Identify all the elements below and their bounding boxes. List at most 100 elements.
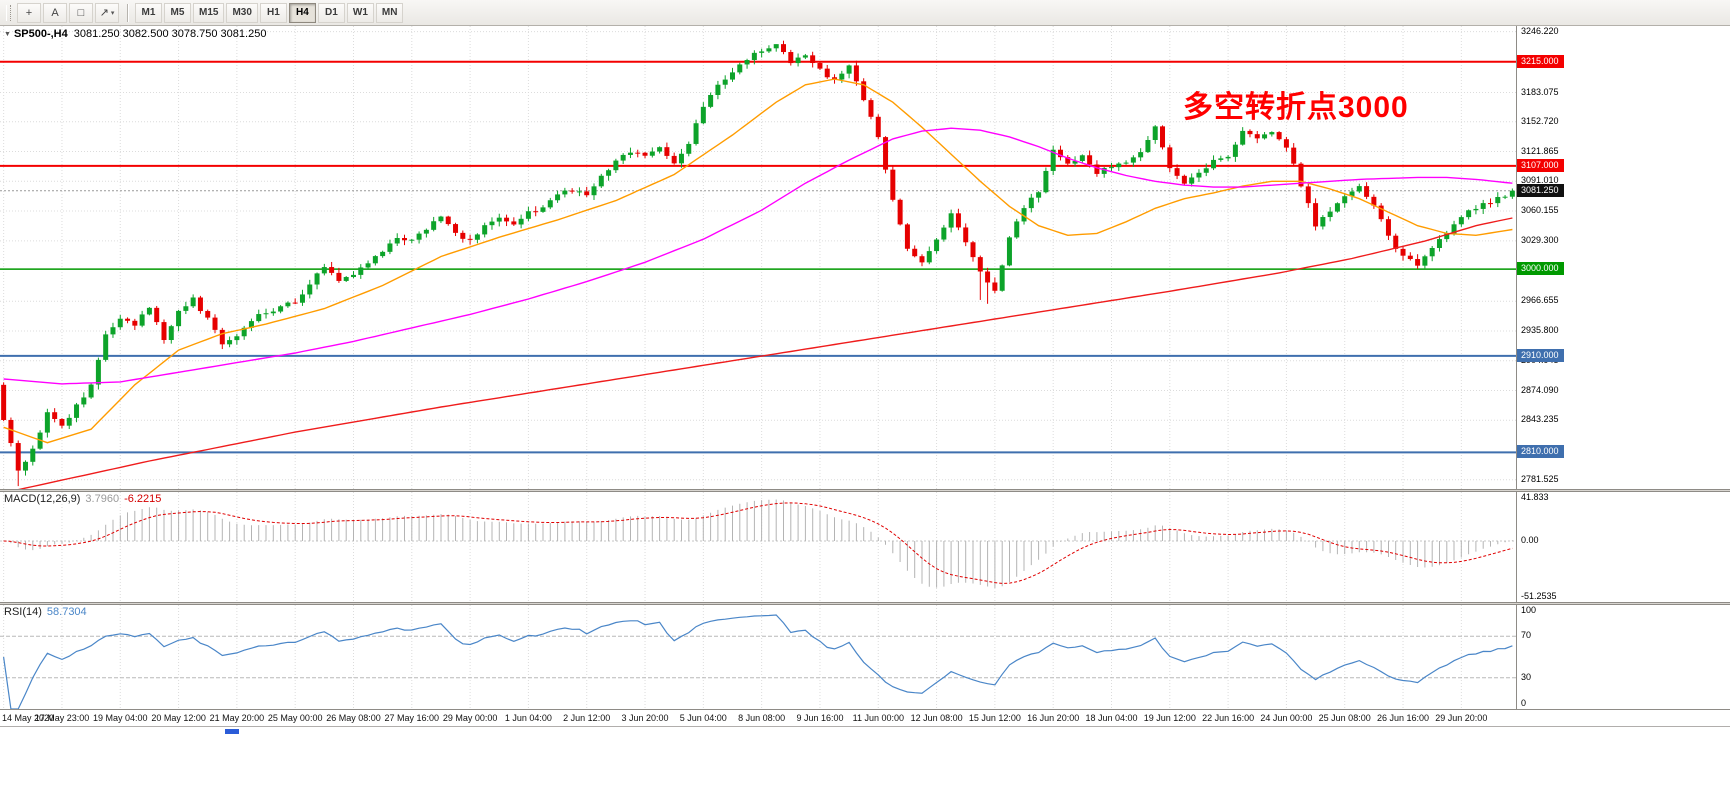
macd-tick-label: -51.2535 xyxy=(1521,590,1557,601)
line-studies-button[interactable]: ↗ ▾ xyxy=(95,2,119,23)
time-axis-label: 17 May 23:00 xyxy=(34,713,90,723)
macd-value: 3.7960 xyxy=(85,493,120,505)
rsi-tick-label: 70 xyxy=(1521,630,1532,641)
time-axis-label: 14 May 2020 xyxy=(2,713,55,723)
time-axis-label: 29 Jun 20:00 xyxy=(1435,713,1488,723)
time-axis-label: 2 Jun 12:00 xyxy=(563,713,611,723)
current-price-badge: 3081.250 xyxy=(1517,183,1564,197)
price-tick-label: 3246.220 xyxy=(1521,26,1559,36)
price-tick-label: 3091.010 xyxy=(1521,175,1559,186)
ma-fast-orange xyxy=(3,78,1513,444)
time-axis-label: 24 Jun 00:00 xyxy=(1260,713,1313,723)
macd-header: MACD(12,26,9) 3.7960 -6.2215 xyxy=(4,493,161,505)
price-tick-label: 3152.720 xyxy=(1521,115,1559,126)
macd-label: MACD(12,26,9) xyxy=(4,493,81,505)
time-axis-label: 5 Jun 04:00 xyxy=(679,713,727,723)
price-tick-label: 3060.155 xyxy=(1521,205,1559,216)
time-axis-label: 11 Jun 00:00 xyxy=(852,713,904,723)
time-axis-label: 20 May 12:00 xyxy=(151,713,206,723)
time-axis-label: 21 May 20:00 xyxy=(209,713,265,723)
toolbar-separator xyxy=(127,3,128,22)
price-level-badge: 2810.000 xyxy=(1517,445,1564,459)
rsi-tick-label: 100 xyxy=(1521,605,1537,615)
time-axis-label: 18 Jun 04:00 xyxy=(1085,713,1138,723)
symbol-label: SP500-,H4 xyxy=(13,28,68,40)
chart-dropdown-icon[interactable]: ▼ xyxy=(4,31,11,38)
price-tick-label: 3029.300 xyxy=(1521,234,1559,245)
crosshair-icon: + xyxy=(25,6,33,19)
price-tick-label: 2843.235 xyxy=(1521,414,1559,425)
bottom-strip xyxy=(0,726,1730,795)
timeframe-group: M1 M5 M15 M30 H1 H4 D1 W1 MN xyxy=(135,2,404,23)
timeframe-button-mn[interactable]: MN xyxy=(375,2,404,23)
text-label-button[interactable]: A xyxy=(43,2,67,23)
rsi-chart[interactable] xyxy=(0,605,1516,709)
time-axis-label: 25 May 00:00 xyxy=(267,713,323,723)
time-axis-label: 19 May 04:00 xyxy=(93,713,148,723)
macd-histogram xyxy=(10,499,1513,588)
crosshair-button[interactable]: + xyxy=(17,2,41,23)
ma-slow-red xyxy=(18,217,1513,489)
timeframe-button-m15[interactable]: M15 xyxy=(193,2,225,23)
panel-divider[interactable] xyxy=(0,489,1730,492)
price-level-badge: 3107.000 xyxy=(1517,158,1564,172)
toolbar: + A □ ↗ ▾ M1 M5 M15 M30 H1 H4 D1 W1 MN xyxy=(0,0,1730,26)
timeframe-button-h4[interactable]: H4 xyxy=(288,2,316,23)
time-axis-label: 8 Jun 08:00 xyxy=(738,713,786,723)
macd-signal-value: -6.2215 xyxy=(124,493,162,505)
time-axis[interactable]: 14 May 2020 17 May 23:00 19 May 04:00 20 Ma… xyxy=(0,709,1730,726)
macd-signal-line xyxy=(3,502,1513,584)
rsi-tick-label: 30 xyxy=(1521,671,1532,682)
macd-tick-label: 0.00 xyxy=(1521,535,1539,545)
price-tick-label: 2935.800 xyxy=(1521,325,1559,335)
text-frame-icon: □ xyxy=(77,6,85,19)
drawing-tools-group: + A □ ↗ ▾ xyxy=(17,2,120,23)
price-axis[interactable]: 3246.220 3183.075 3152.720 3121.865 3091.010… xyxy=(1516,26,1730,709)
price-level-badge: 2910.000 xyxy=(1517,348,1564,362)
price-tick-label: 3121.865 xyxy=(1521,145,1559,156)
timeframe-button-m5[interactable]: M5 xyxy=(164,2,191,23)
price-level-badge: 3215.000 xyxy=(1517,54,1564,68)
text-frame-button[interactable]: □ xyxy=(69,2,93,23)
text-label-icon: A xyxy=(51,6,59,19)
main-chart-panel: ▼ SP500-,H4 3081.250 3082.500 3078.750 308… xyxy=(0,26,1516,489)
price-tick-label: 2966.655 xyxy=(1521,295,1559,306)
time-axis-label: 19 Jun 12:00 xyxy=(1143,713,1196,723)
timeframe-button-m30[interactable]: M30 xyxy=(226,2,258,23)
macd-panel: MACD(12,26,9) 3.7960 -6.2215 xyxy=(0,492,1516,602)
rsi-label: RSI(14) xyxy=(4,606,42,618)
macd-chart[interactable] xyxy=(0,492,1516,602)
dropdown-caret-icon: ▾ xyxy=(110,9,115,17)
panel-divider[interactable] xyxy=(0,602,1730,605)
macd-tick-label: 41.833 xyxy=(1521,492,1549,502)
time-axis-label: 27 May 16:00 xyxy=(384,713,440,723)
time-axis-label: 16 Jun 20:00 xyxy=(1027,713,1080,723)
rsi-tick-label: 0 xyxy=(1521,698,1527,708)
price-tick-label: 3183.075 xyxy=(1521,86,1559,97)
time-axis-label: 29 May 00:00 xyxy=(442,713,498,723)
timeframe-button-m1[interactable]: M1 xyxy=(135,2,162,23)
ma-mid-magenta xyxy=(3,127,1513,385)
rsi-line xyxy=(3,614,1513,709)
candlestick-chart[interactable] xyxy=(0,26,1516,489)
chart-title: ▼ SP500-,H4 3081.250 3082.500 3078.750 308… xyxy=(4,28,266,40)
price-level-badge: 3000.000 xyxy=(1517,262,1564,276)
line-studies-icon: ↗ xyxy=(99,7,109,19)
timeframe-button-w1[interactable]: W1 xyxy=(346,2,374,23)
rsi-value: 58.7304 xyxy=(46,606,87,618)
timeframe-button-h1[interactable]: H1 xyxy=(259,2,287,23)
time-axis-label: 12 Jun 08:00 xyxy=(910,713,963,723)
time-axis-label: 22 Jun 16:00 xyxy=(1202,713,1255,723)
time-axis-label: 26 May 08:00 xyxy=(326,713,381,723)
scroll-marker[interactable] xyxy=(225,729,239,734)
time-axis-label: 1 Jun 04:00 xyxy=(504,713,552,723)
timeframe-button-d1[interactable]: D1 xyxy=(317,2,345,23)
toolbar-grip[interactable] xyxy=(6,4,11,21)
price-tick-label: 2874.090 xyxy=(1521,384,1559,395)
price-tick-label: 2781.525 xyxy=(1521,473,1559,484)
rsi-panel: RSI(14) 58.7304 xyxy=(0,605,1516,709)
ohlc-values: 3081.250 3082.500 3078.750 3081.250 xyxy=(73,28,267,40)
time-axis-label: 3 Jun 20:00 xyxy=(621,713,669,723)
time-axis-label: 26 Jun 16:00 xyxy=(1376,713,1430,723)
